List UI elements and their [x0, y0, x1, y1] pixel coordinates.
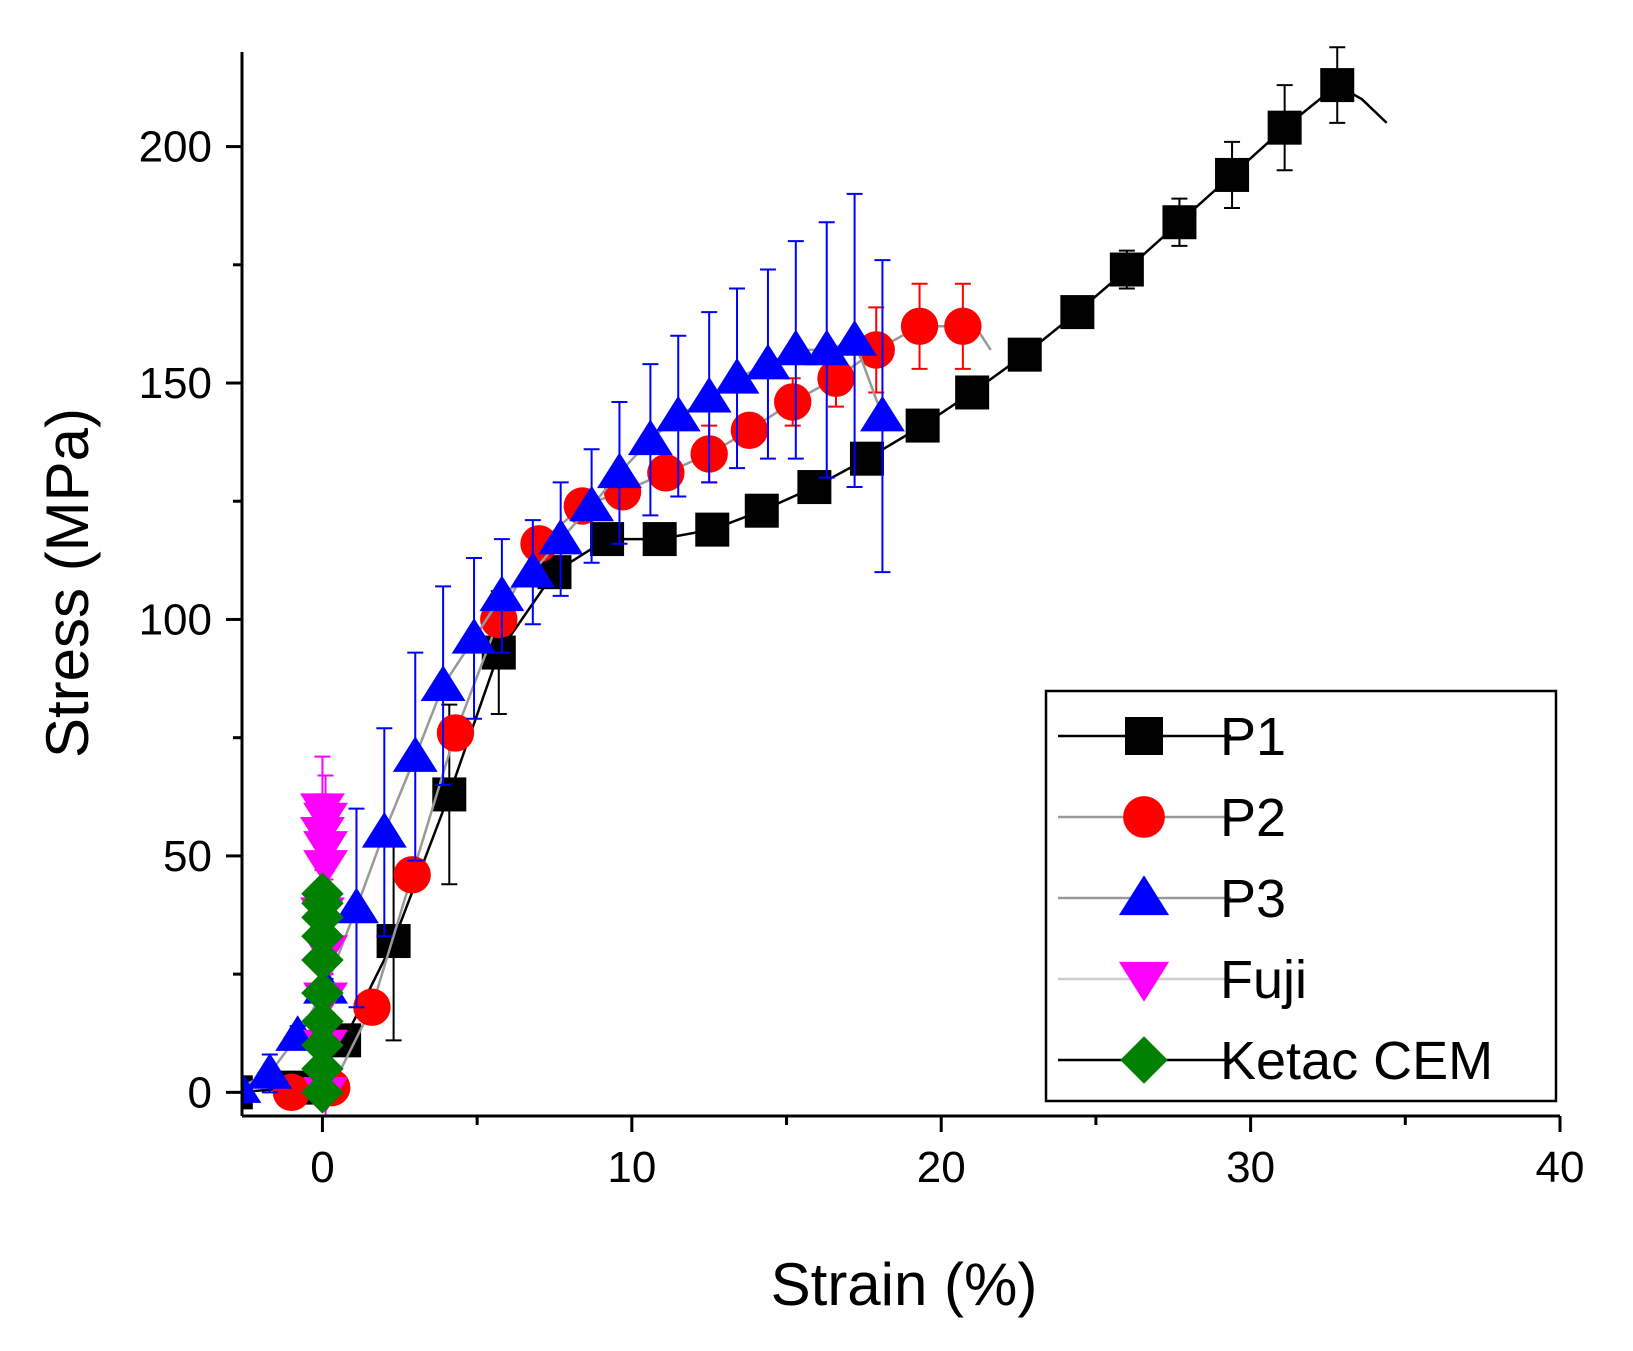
data-point — [361, 811, 407, 848]
data-point — [303, 831, 348, 867]
y-tick-label: 150 — [139, 359, 212, 408]
data-point — [1267, 110, 1302, 145]
data-point — [774, 383, 812, 421]
x-tick-label: 0 — [310, 1143, 334, 1192]
data-point — [642, 522, 677, 557]
series-p1 — [242, 46, 1388, 1110]
legend-item: Ketac CEM — [1058, 1031, 1493, 1091]
data-point — [392, 736, 438, 772]
data-point — [695, 512, 730, 547]
data-point — [804, 329, 850, 366]
legend-item: P3 — [1058, 869, 1286, 929]
y-tick-label: 200 — [139, 123, 212, 172]
legend-marker — [1118, 875, 1170, 916]
data-point — [1109, 252, 1144, 287]
data-point — [393, 856, 431, 894]
legend-label: P2 — [1220, 788, 1286, 848]
legend-label: Fuji — [1220, 950, 1307, 1010]
data-point — [627, 419, 673, 456]
data-point — [730, 411, 769, 450]
data-point — [1320, 68, 1355, 103]
data-point — [905, 408, 940, 443]
legend-marker — [1118, 961, 1170, 1002]
data-point — [301, 1071, 344, 1114]
data-point — [849, 441, 884, 476]
data-point — [859, 395, 905, 432]
data-point — [745, 343, 791, 380]
x-tick-label: 20 — [917, 1143, 966, 1192]
data-point — [301, 872, 344, 915]
data-point — [714, 357, 760, 394]
x-tick-label: 10 — [607, 1143, 656, 1192]
data-point — [900, 307, 939, 345]
data-point — [955, 375, 990, 410]
legend-label: P3 — [1220, 869, 1286, 929]
data-point — [797, 470, 832, 505]
data-point — [300, 793, 345, 830]
legend-item: P2 — [1058, 788, 1286, 848]
y-axis-title: Stress (MPa) — [34, 408, 101, 758]
data-point — [479, 575, 525, 612]
data-point — [420, 665, 466, 701]
data-point — [597, 452, 642, 489]
data-point — [301, 1047, 344, 1090]
x-tick-label: 40 — [1536, 1143, 1585, 1192]
y-tick-label: 100 — [139, 595, 212, 644]
data-point — [686, 376, 732, 413]
x-axis-title: Strain (%) — [771, 1251, 1038, 1318]
legend-item: Fuji — [1058, 950, 1307, 1010]
series-ketac-cem — [301, 872, 344, 1114]
data-point — [1215, 157, 1250, 192]
data-point — [744, 493, 779, 528]
data-point — [376, 924, 411, 959]
y-tick-label: 50 — [163, 832, 212, 881]
legend-marker — [1123, 796, 1165, 838]
legend-item: P1 — [1058, 707, 1286, 767]
data-point — [1060, 295, 1095, 330]
data-point — [773, 329, 819, 366]
data-point — [247, 1053, 293, 1089]
data-point — [451, 617, 497, 654]
data-point — [590, 522, 625, 557]
legend: P1 P2 P3 Fuji Ketac CEM — [1044, 689, 1558, 1103]
legend-marker — [1125, 717, 1163, 755]
data-point — [334, 887, 379, 924]
data-point — [436, 714, 475, 752]
series-p3 — [242, 192, 905, 1103]
data-point — [655, 395, 701, 432]
legend-marker — [1120, 1036, 1168, 1084]
axes-layer: 0 10 20 30 40 0 50 100 150 200 — [139, 52, 1585, 1192]
data-point — [353, 988, 391, 1026]
data-point — [510, 551, 556, 588]
data-point — [569, 485, 615, 522]
data-point — [538, 518, 584, 555]
plot-layer — [242, 46, 1388, 1116]
data-point — [1162, 205, 1197, 240]
data-point — [832, 320, 878, 356]
legend-label: Ketac CEM — [1220, 1031, 1493, 1091]
data-point — [301, 1000, 344, 1043]
data-point — [303, 850, 348, 886]
legend-label: P1 — [1220, 707, 1286, 767]
data-point — [647, 454, 685, 492]
data-point — [300, 816, 345, 853]
series-line — [242, 338, 884, 1088]
data-point — [1007, 337, 1042, 372]
y-tick-label: 0 — [188, 1068, 212, 1117]
data-point — [301, 971, 344, 1015]
data-point — [301, 938, 344, 982]
x-tick-label: 30 — [1226, 1143, 1275, 1192]
data-point — [301, 1023, 344, 1067]
data-point — [944, 307, 982, 345]
